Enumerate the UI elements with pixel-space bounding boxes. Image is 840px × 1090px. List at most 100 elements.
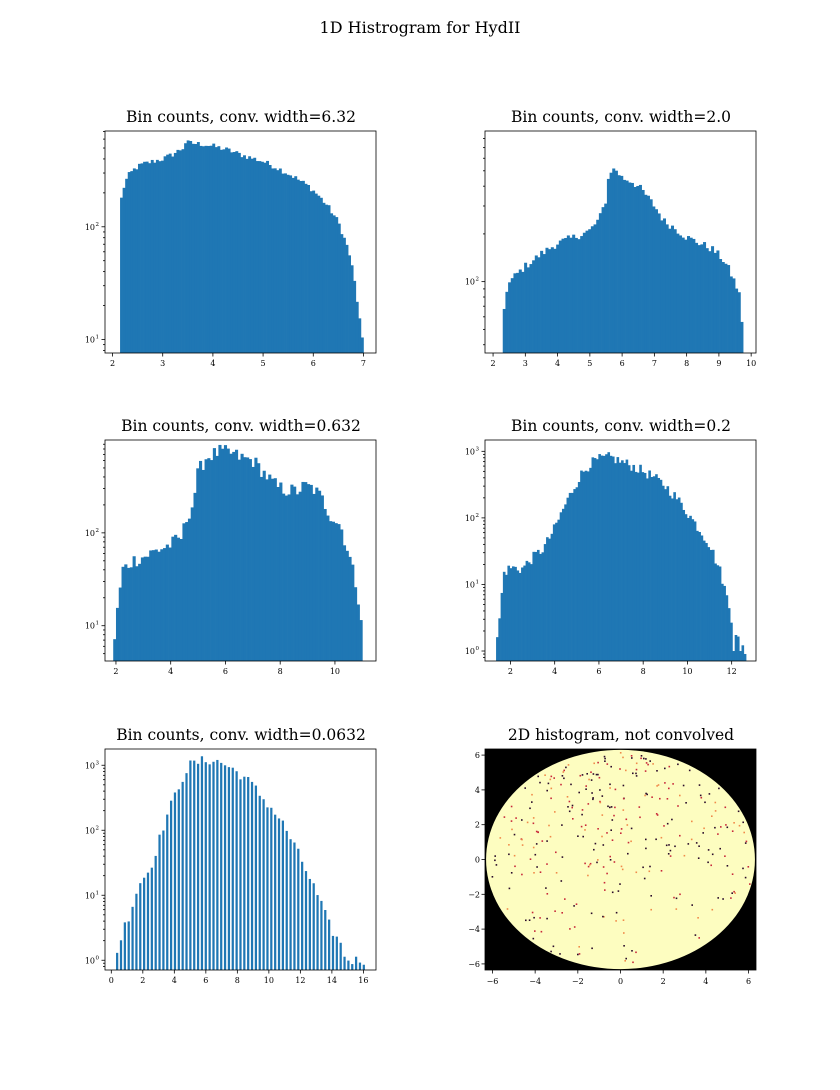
histogram-bar [682, 509, 686, 661]
heatmap-cell [568, 800, 571, 803]
y-tick-label: 10 [465, 278, 475, 287]
panel-title: Bin counts, conv. width=2.0 [511, 108, 731, 126]
histogram-bar [500, 592, 504, 661]
heatmap-cell [599, 801, 602, 804]
histogram-bar [268, 164, 272, 353]
y-tick-label: −4 [468, 925, 480, 934]
histogram-bar [204, 145, 208, 353]
heatmap-cell [526, 821, 529, 824]
heatmap-cell [663, 825, 665, 827]
x-tick-label: 6 [223, 667, 228, 676]
y-tick-label: −2 [468, 890, 480, 899]
heatmap-cell [630, 840, 632, 843]
histogram-bar [143, 161, 147, 353]
heatmap-cell [738, 824, 741, 827]
histogram-bar [585, 230, 589, 353]
histogram-bar [591, 457, 595, 661]
histogram-bar [342, 545, 347, 661]
histogram-bar [299, 180, 303, 353]
heatmap-cell [610, 765, 612, 768]
histogram-bar [681, 237, 685, 353]
heatmap-cell [604, 757, 606, 760]
axes-frame [104, 748, 377, 971]
histogram-bar [298, 491, 302, 661]
heatmap-cell [588, 778, 590, 781]
heatmap-cell [665, 844, 668, 847]
histogram-bar [537, 257, 541, 353]
heatmap-cell [595, 773, 598, 776]
histogram-bar [582, 232, 586, 353]
heatmap-cell [640, 755, 643, 757]
histogram-bar [505, 574, 508, 661]
histogram-bar [253, 157, 257, 353]
histogram-bar [230, 152, 234, 353]
y-tick-label: 10 [85, 826, 95, 835]
histogram-bar [521, 271, 525, 353]
heatmap-cell [699, 794, 702, 797]
heatmap-cell [749, 883, 751, 885]
heatmap-cell [623, 932, 625, 934]
histogram-bar [559, 512, 563, 661]
histogram-bar [148, 163, 152, 353]
heatmap-cell [619, 883, 621, 885]
histogram-bar [713, 252, 717, 353]
histogram-bar [289, 175, 293, 353]
heatmap-cell [669, 855, 672, 857]
heatmap-cell [664, 782, 666, 784]
histogram-bar [209, 145, 213, 353]
histogram-bar [536, 549, 540, 661]
histogram-bar [181, 149, 185, 353]
heatmap-cell [617, 890, 620, 892]
histogram-bar [332, 215, 336, 353]
heatmap-cell [742, 821, 744, 824]
histogram-bar [293, 486, 297, 661]
histogram-bar [210, 460, 214, 661]
heatmap-cell [589, 862, 592, 865]
histogram-bar [359, 620, 363, 661]
x-tick-label: 7 [652, 359, 657, 368]
heatmap-cell [635, 951, 637, 954]
histogram-bar [226, 448, 230, 661]
histogram-bar [149, 550, 153, 661]
heatmap-cell [640, 757, 642, 760]
histogram-bar [199, 460, 203, 661]
heatmap-cell [625, 818, 628, 821]
heatmap-cell [590, 771, 592, 773]
histogram-bar [654, 209, 658, 353]
heatmap-cell [743, 831, 745, 834]
histogram-bar [127, 172, 131, 353]
histogram-bar [218, 444, 222, 661]
heatmap-cell [521, 844, 524, 846]
histogram-bar [525, 560, 529, 661]
histogram-bar [700, 244, 704, 353]
x-tick-label: 8 [641, 667, 646, 676]
heatmap-cell [525, 919, 527, 922]
heatmap-cell [666, 798, 669, 800]
heatmap-cell [563, 777, 565, 780]
heatmap-cell [726, 865, 729, 867]
histogram-bar [270, 478, 275, 661]
heatmap-cell [607, 805, 609, 808]
histogram-bar [165, 544, 169, 661]
histogram-bar [279, 482, 283, 661]
x-tick-label: 4 [168, 667, 173, 676]
heatmap-cell [650, 895, 652, 897]
heatmap-cell [508, 853, 510, 856]
heatmap-cell [533, 872, 535, 874]
histogram-bar [593, 458, 597, 661]
y-tick-label: 10 [85, 622, 95, 631]
histogram-bar [161, 160, 164, 353]
histogram-bar [191, 143, 195, 353]
histogram-bar [296, 179, 300, 353]
panel-title: 2D histogram, not convolved [508, 726, 734, 744]
histogram-bar [166, 154, 170, 353]
x-tick-label: 9 [716, 359, 721, 368]
histogram-bar [309, 191, 313, 353]
heatmap-cell [675, 908, 678, 910]
heatmap-cell [645, 762, 648, 764]
histogram-bar [566, 235, 570, 353]
histogram-bar [166, 814, 169, 970]
histogram-bar [735, 288, 739, 353]
heatmap-cell [635, 871, 638, 874]
